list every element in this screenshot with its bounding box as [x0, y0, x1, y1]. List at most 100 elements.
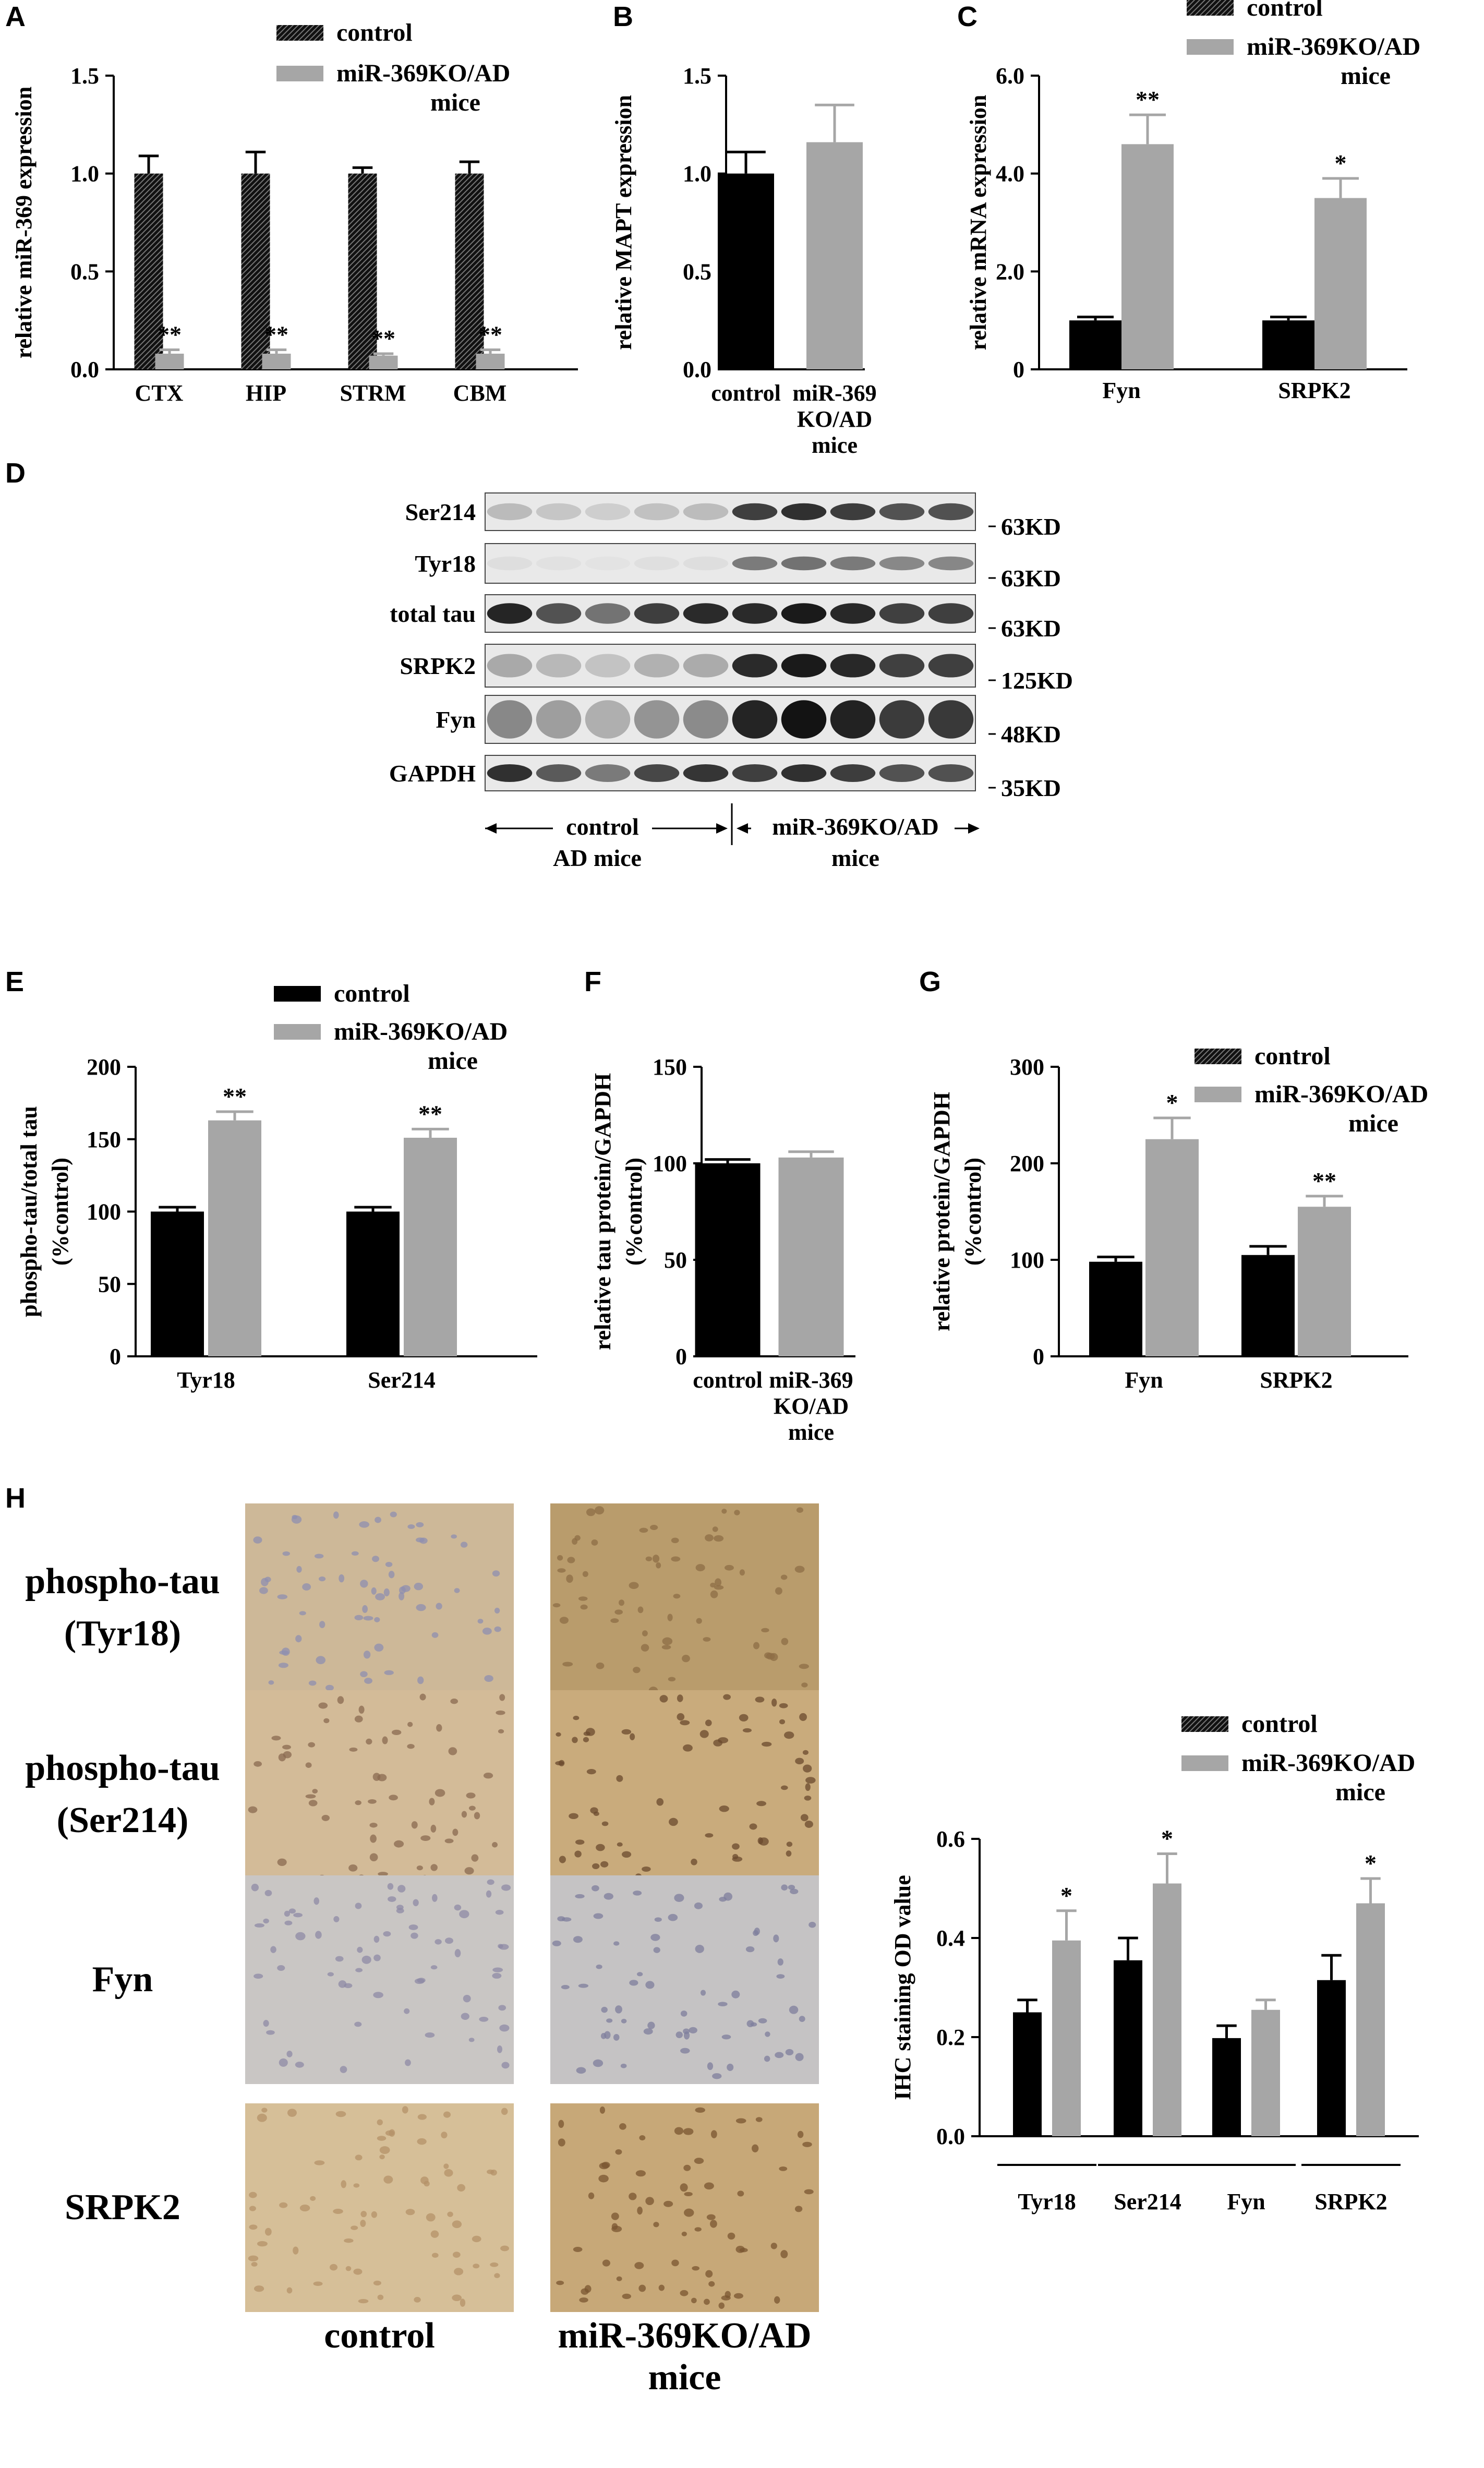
stained-cell — [809, 1922, 816, 1928]
chart-e: 0 50 100 150 200 phospho-tau/total tau (%contr… — [16, 980, 537, 1393]
stained-cell — [718, 1737, 729, 1743]
stained-cell — [378, 1872, 388, 1876]
stained-cell — [277, 1965, 285, 1971]
stained-cell — [661, 1645, 671, 1650]
protein-band — [683, 654, 729, 678]
stained-cell — [482, 1628, 492, 1635]
stained-cell — [746, 2020, 754, 2027]
protein-band — [536, 556, 582, 571]
stained-cell — [799, 1713, 807, 1721]
stained-cell — [706, 2214, 716, 2220]
stained-cell — [407, 1721, 413, 1727]
protein-band — [830, 603, 876, 624]
stained-cell — [375, 1516, 381, 1523]
stained-cell — [271, 1736, 281, 1741]
stained-cell — [369, 1822, 378, 1828]
stained-cell — [642, 1630, 648, 1636]
stained-cell — [431, 1632, 439, 1638]
chart-b: 0.0 0.5 1.0 1.5 relative MAPT expression cont… — [611, 63, 877, 458]
stained-cell — [295, 1932, 306, 1941]
protein-band — [683, 603, 729, 624]
legend-label-ko-mice: mice — [430, 89, 480, 116]
stained-cell — [432, 1894, 438, 1902]
stained-cell — [699, 1730, 709, 1738]
stained-cell — [621, 2018, 627, 2024]
stained-cell — [459, 1910, 469, 1919]
stained-cell — [705, 1719, 712, 1726]
stained-cell — [600, 1861, 609, 1868]
stained-cell — [799, 1664, 809, 1669]
stained-cell — [377, 2119, 383, 2126]
ihc-row-label: (Tyr18) — [64, 1614, 181, 1654]
stained-cell — [450, 1699, 459, 1704]
stained-cell — [402, 2106, 408, 2114]
x-tick-label: Fyn — [1125, 1367, 1163, 1393]
stained-cell — [695, 1945, 704, 1953]
stained-cell — [596, 1964, 602, 1969]
bar-control — [1212, 2038, 1241, 2136]
y-tick-label: 0.2 — [936, 2025, 965, 2050]
protein-band — [830, 700, 876, 739]
legend-label-ko-mice: mice — [1348, 1110, 1398, 1137]
stained-cell — [582, 1571, 588, 1578]
stained-cell — [639, 2135, 646, 2141]
blot-label: total tau — [390, 600, 476, 627]
stained-cell — [313, 2281, 323, 2286]
protein-band — [634, 556, 680, 571]
stained-cell — [399, 1592, 405, 1600]
stained-cell — [712, 2073, 722, 2079]
bar-ko — [1121, 144, 1174, 369]
significance-marker: * — [1060, 1882, 1072, 1909]
stained-cell — [396, 1905, 404, 1910]
stained-cell — [430, 2230, 439, 2238]
stained-cell — [723, 1892, 733, 1901]
stained-cell — [355, 1800, 361, 1805]
stained-cell — [633, 1667, 641, 1674]
stained-cell — [372, 1556, 380, 1562]
stained-cell — [452, 2252, 461, 2258]
stained-cell — [466, 1792, 476, 1799]
y-tick-label: 100 — [87, 1199, 121, 1225]
stained-cell — [785, 2049, 794, 2056]
stained-cell — [282, 1744, 291, 1750]
stained-cell — [786, 1850, 792, 1857]
protein-band — [879, 700, 925, 739]
stained-cell — [373, 1935, 380, 1943]
stained-cell — [461, 2013, 469, 2020]
stained-cell — [714, 1535, 724, 1542]
stained-cell — [360, 2220, 366, 2228]
protein-band — [732, 764, 778, 782]
stained-cell — [598, 2174, 609, 2183]
protein-band — [928, 700, 974, 739]
y-axis-label: relative miR-369 expression — [11, 87, 37, 358]
stained-cell — [468, 1805, 476, 1811]
bar-control — [455, 173, 484, 369]
stained-cell — [374, 1617, 380, 1622]
stained-cell — [254, 1923, 264, 1928]
stained-cell — [705, 1534, 714, 1542]
legend-label-ko: miR-369KO/AD — [1254, 1080, 1428, 1108]
blot-row-tyr18: Tyr18 63KD — [415, 543, 1061, 592]
stained-cell — [591, 1539, 598, 1546]
stained-cell — [610, 1618, 619, 1623]
stained-cell — [366, 1738, 372, 1745]
stained-cell — [257, 2241, 268, 2247]
bar-ko — [262, 353, 291, 369]
stained-cell — [314, 2160, 325, 2165]
stained-cell — [413, 1899, 419, 1907]
stained-cell — [283, 1751, 292, 1759]
y-axis-label: relative mRNA expression — [966, 95, 991, 351]
y-tick-label: 0.0 — [683, 357, 711, 382]
stained-cell — [314, 1554, 324, 1559]
x-tick-label: CTX — [135, 380, 184, 406]
stained-cell — [292, 1514, 298, 1520]
stained-cell — [323, 1718, 330, 1724]
stained-cell — [318, 1576, 326, 1582]
stained-cell — [349, 1747, 358, 1752]
stained-cell — [558, 2120, 564, 2128]
stained-cell — [495, 1910, 504, 1915]
stained-cell — [471, 1854, 479, 1862]
stained-cell — [498, 2005, 506, 2011]
stained-cell — [581, 2288, 589, 2295]
